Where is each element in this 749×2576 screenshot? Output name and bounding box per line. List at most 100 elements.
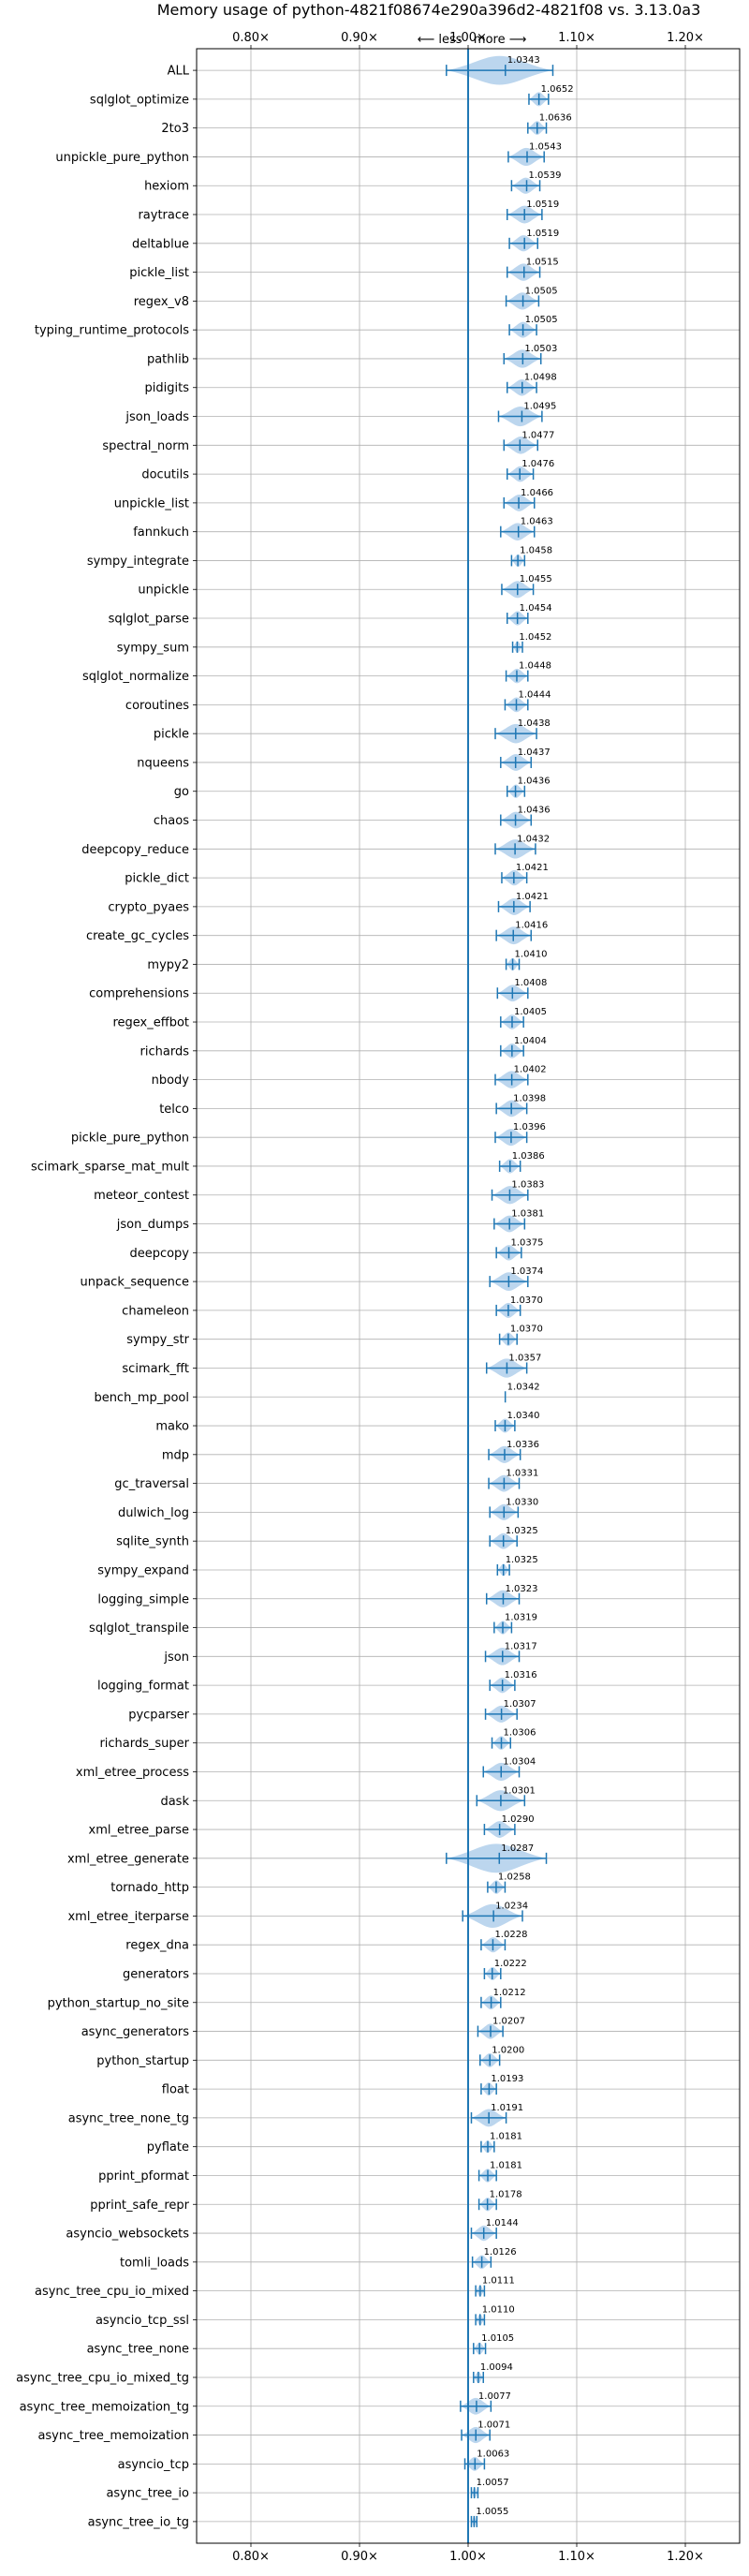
value-label: 1.0287: [501, 1843, 534, 1854]
value-label: 1.0212: [493, 1988, 526, 1998]
benchmark-label: sqlglot_parse: [109, 613, 189, 627]
value-label: 1.0077: [478, 2391, 511, 2402]
benchmark-label: async_tree_io_tg: [88, 2515, 189, 2529]
value-label: 1.0396: [513, 1122, 546, 1133]
x-tick-label-top: 1.00×: [449, 31, 487, 45]
value-label: 1.0448: [519, 661, 551, 672]
value-label: 1.0438: [518, 718, 551, 729]
value-label: 1.0234: [495, 1901, 528, 1911]
benchmark-label: mako: [155, 1420, 189, 1434]
benchmark-label: pidigits: [145, 381, 190, 395]
value-label: 1.0458: [520, 545, 552, 555]
value-label: 1.0331: [506, 1469, 538, 1479]
value-label: 1.0057: [477, 2478, 509, 2488]
benchmark-label: unpack_sequence: [80, 1276, 189, 1290]
benchmark-label: pathlib: [147, 352, 189, 366]
benchmark-label: pprint_safe_repr: [90, 2198, 189, 2213]
benchmark-label: scimark_sparse_mat_mult: [31, 1160, 189, 1174]
benchmark-label: telco: [159, 1103, 189, 1117]
benchmark-label: xml_etree_generate: [67, 1852, 189, 1866]
value-label: 1.0126: [484, 2247, 517, 2258]
benchmark-label: regex_effbot: [112, 1016, 189, 1030]
benchmark-label: deepcopy: [129, 1247, 189, 1261]
value-label: 1.0207: [492, 2017, 525, 2027]
value-label: 1.0110: [482, 2304, 515, 2315]
benchmark-label: sympy_str: [126, 1333, 189, 1347]
value-label: 1.0325: [506, 1555, 538, 1565]
benchmark-label: sympy_integrate: [87, 555, 189, 569]
benchmark-label: float: [162, 2083, 189, 2097]
benchmark-label: sqlglot_optimize: [90, 93, 189, 107]
benchmark-label: unpickle: [138, 584, 189, 598]
value-label: 1.0381: [511, 1209, 544, 1220]
x-tick-label-top: 0.90×: [341, 31, 378, 45]
value-label: 1.0498: [524, 373, 557, 383]
value-label: 1.0416: [515, 921, 548, 931]
benchmark-label: tornado_http: [110, 1881, 189, 1895]
value-label: 1.0178: [490, 2189, 522, 2199]
benchmark-label: chaos: [154, 814, 189, 828]
value-label: 1.0325: [506, 1526, 538, 1536]
value-label: 1.0495: [523, 402, 556, 412]
benchmark-label: dulwich_log: [118, 1506, 189, 1520]
value-label: 1.0515: [526, 258, 559, 268]
benchmark-label: deltablue: [132, 237, 189, 251]
benchmark-label: asyncio_websockets: [66, 2228, 189, 2242]
benchmark-label: pycparser: [128, 1708, 189, 1722]
value-label: 1.0370: [510, 1325, 543, 1335]
benchmark-label: pyflate: [147, 2140, 189, 2154]
value-label: 1.0330: [506, 1497, 538, 1507]
benchmark-label: asyncio_tcp: [118, 2458, 189, 2472]
benchmark-label: comprehensions: [89, 987, 189, 1001]
value-label: 1.0336: [507, 1440, 539, 1450]
value-label: 1.0144: [486, 2218, 519, 2228]
value-label: 1.0636: [539, 113, 572, 124]
value-label: 1.0374: [510, 1266, 543, 1277]
benchmark-label: sqlglot_transpile: [89, 1621, 189, 1636]
plot-frame: [196, 48, 741, 2544]
benchmark-label: docutils: [141, 468, 189, 482]
value-label: 1.0193: [491, 2074, 523, 2084]
benchmark-label: async_tree_memoization_tg: [20, 2400, 189, 2414]
value-label: 1.0436: [518, 806, 551, 816]
value-label: 1.0398: [513, 1093, 546, 1103]
benchmark-label: python_startup_no_site: [48, 1996, 189, 2010]
benchmark-label: 2to3: [161, 122, 189, 136]
less-more-annotation: ⟵ less more ⟶: [418, 33, 527, 47]
benchmark-label: richards: [140, 1044, 190, 1059]
value-label: 1.0402: [514, 1065, 547, 1075]
value-label: 1.0222: [494, 1959, 527, 1969]
value-label: 1.0519: [526, 229, 559, 239]
benchmark-label: python_startup: [96, 2054, 189, 2068]
benchmark-label: coroutines: [125, 699, 189, 713]
value-label: 1.0444: [519, 689, 551, 700]
benchmark-label: async_tree_memoization: [37, 2429, 189, 2443]
benchmark-label: unpickle_list: [114, 496, 189, 511]
value-label: 1.0405: [514, 1007, 547, 1017]
x-tick-label-top: 1.10×: [558, 31, 595, 45]
benchmark-label: sqlglot_normalize: [82, 670, 189, 684]
value-label: 1.0404: [514, 1036, 547, 1046]
value-label: 1.0071: [477, 2421, 510, 2431]
value-label: 1.0476: [521, 459, 554, 469]
benchmark-label: json_dumps: [116, 1218, 189, 1232]
benchmark-label: pprint_pformat: [98, 2169, 189, 2184]
x-tick-label-bottom: 0.80×: [232, 2550, 270, 2564]
benchmark-label: fannkuch: [133, 526, 189, 540]
value-label: 1.0386: [512, 1151, 545, 1162]
value-label: 1.0432: [517, 834, 550, 844]
benchmark-label: sympy_sum: [117, 641, 189, 655]
value-label: 1.0652: [541, 84, 574, 95]
benchmark-label: bench_mp_pool: [94, 1391, 189, 1405]
benchmark-label: json_loads: [125, 410, 189, 424]
benchmark-label: pickle_dict: [125, 872, 189, 886]
value-label: 1.0477: [521, 430, 554, 440]
benchmark-label: nqueens: [137, 756, 189, 770]
value-label: 1.0421: [516, 863, 549, 873]
value-label: 1.0319: [505, 1613, 537, 1623]
benchmark-label: sqlite_synth: [116, 1535, 189, 1549]
benchmark-label: dask: [160, 1795, 189, 1809]
value-label: 1.0306: [503, 1728, 536, 1739]
benchmark-label: logging_simple: [97, 1592, 189, 1606]
benchmark-label: mypy2: [147, 958, 189, 972]
